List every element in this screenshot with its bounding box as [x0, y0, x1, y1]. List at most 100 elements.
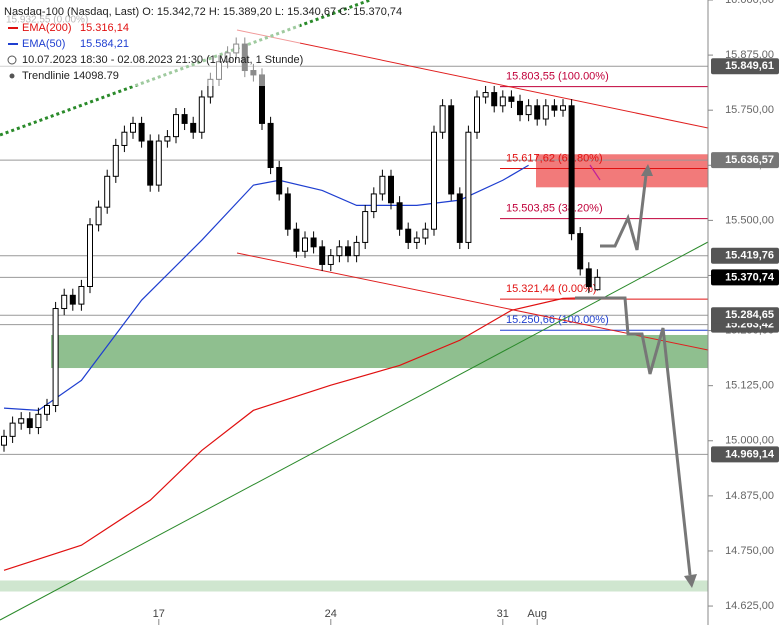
y-tick-label: 14.875,00: [725, 490, 774, 502]
y-tick-label: 16.000,00: [725, 0, 774, 6]
candle-body: [44, 405, 50, 415]
candle-body: [345, 246, 351, 257]
trendline: [0, 241, 709, 621]
candle-body: [353, 241, 360, 257]
legend-name: EMA(50): [22, 38, 65, 50]
candle-body: [327, 255, 334, 265]
icon: [7, 55, 17, 65]
fib-label: 15.250,66 (100.00%): [506, 314, 609, 326]
arrow: [575, 296, 692, 576]
candle-body: [534, 105, 541, 120]
candle-body: [121, 131, 128, 146]
arrow: [600, 174, 648, 251]
candle-body: [362, 211, 369, 243]
drawings: [0, 0, 709, 625]
price-tag: [711, 446, 779, 463]
candle-body: [499, 96, 506, 107]
legend-line: Nasdaq-100 (Nasdaq, Last) O: 15.342,72 H…: [4, 6, 402, 18]
price-tag-label: 15.636,57: [725, 154, 774, 166]
candle-body: [525, 105, 532, 116]
price-tag: [711, 269, 779, 286]
candle-body: [508, 96, 515, 102]
candle-body: [310, 237, 317, 248]
candle-body: [542, 105, 549, 120]
candle-body: [431, 131, 437, 230]
x-tick-label: 31: [497, 608, 509, 620]
arrow-head: [641, 164, 653, 176]
candle-body: [284, 193, 291, 230]
candle-body: [276, 166, 283, 195]
price-tag-label: 15.284,65: [725, 309, 774, 321]
candle-body: [87, 224, 93, 287]
zone: [0, 580, 708, 592]
candle-body: [482, 92, 489, 98]
candle-body: [456, 193, 463, 243]
candle-body: [9, 422, 16, 437]
ema-line: [3, 296, 598, 571]
candle-body: [422, 228, 429, 239]
candle-body: [155, 140, 162, 186]
candle-body: [336, 246, 343, 257]
candle-body: [138, 122, 145, 142]
candle-body: [173, 114, 179, 138]
candle-body: [577, 233, 584, 270]
candle-body: [517, 100, 523, 116]
candle-body: [181, 114, 188, 124]
candle-body: [594, 276, 601, 291]
drawing: [589, 164, 601, 181]
candle-body: [551, 105, 558, 111]
legend-swatch: [8, 43, 18, 45]
candle-body: [198, 96, 205, 133]
fib-label: 15.503,85 (38.20%): [506, 203, 603, 215]
candle-body: [396, 202, 403, 230]
arrows: [575, 164, 697, 588]
candle-body: [95, 206, 102, 226]
candle-body: [61, 294, 68, 310]
arrow-head: [684, 574, 697, 588]
candle-body: [474, 96, 480, 133]
candle-body: [190, 122, 197, 133]
candle-body: [439, 105, 446, 133]
icon: [9, 73, 15, 79]
price-tag: [711, 247, 779, 264]
candle-body: [78, 285, 85, 305]
price-tag-label: 14.969,14: [725, 448, 775, 460]
faded-label: 15.932,55 (0.00%): [6, 15, 88, 26]
candle-body: [52, 308, 59, 407]
y-tick-label: 15.000,00: [725, 435, 774, 447]
price-tag-label: 15.849,61: [725, 60, 774, 72]
candle-body: [585, 268, 592, 287]
y-tick-label: 14.750,00: [725, 545, 774, 557]
candle-body: [568, 105, 575, 235]
candle-body: [26, 418, 33, 429]
candle-body: [465, 131, 472, 243]
candle-body: [267, 122, 274, 168]
y-tick-label: 15.875,00: [725, 49, 774, 61]
candle-body: [18, 418, 25, 424]
candle-body: [112, 144, 119, 177]
fib-label: 15.617,62 (61.80%): [506, 152, 603, 164]
candle-body: [405, 228, 412, 243]
y-tick-label: 15.500,00: [725, 214, 774, 226]
price-tag-label: 15.370,74: [725, 271, 775, 283]
legend-background: [0, 0, 300, 86]
price-tag: [711, 58, 779, 75]
y-tick-label: 15.750,00: [725, 104, 774, 116]
candle-body: [130, 122, 136, 133]
x-tick-label: 17: [153, 608, 165, 620]
candle-body: [413, 237, 420, 243]
candle-body: [370, 193, 377, 213]
candle-body: [293, 228, 300, 252]
candle-body: [35, 413, 42, 429]
x-tick-label: Aug: [527, 608, 547, 620]
candle-body: [560, 105, 566, 111]
legend-line: 10.07.2023 18:30 - 02.08.2023 21:30 (1 M…: [22, 54, 303, 66]
candle-body: [104, 175, 111, 208]
zone: [51, 334, 708, 369]
price-tag-label: 15.419,76: [725, 250, 774, 262]
candle-body: [491, 92, 498, 107]
candle-body: [319, 246, 326, 265]
candle-body: [1, 435, 7, 446]
candle-body: [448, 105, 455, 195]
